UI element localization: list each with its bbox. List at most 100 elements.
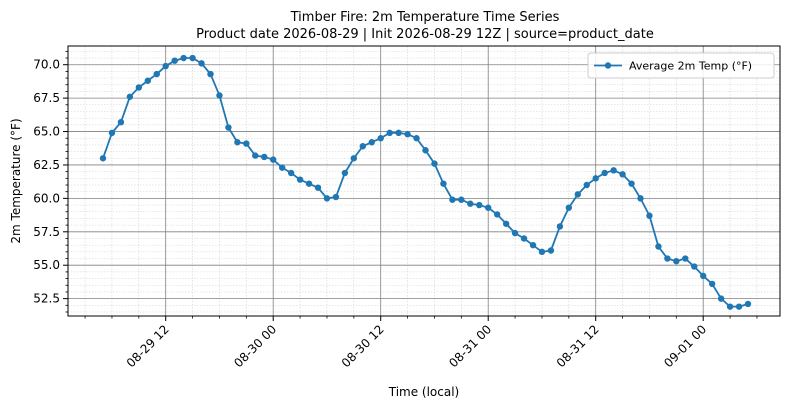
data-point xyxy=(296,176,304,183)
data-point xyxy=(538,248,546,256)
data-point xyxy=(592,175,599,182)
data-point xyxy=(485,204,492,211)
data-point xyxy=(467,200,474,207)
data-point xyxy=(350,155,358,162)
data-point xyxy=(440,180,447,187)
y-tick-label: 60.0 xyxy=(33,191,60,205)
data-point xyxy=(583,181,590,189)
data-point xyxy=(314,184,322,191)
data-point xyxy=(691,263,698,270)
data-point xyxy=(162,62,169,70)
y-tick-label: 55.0 xyxy=(33,258,60,272)
data-point xyxy=(744,300,752,308)
data-point xyxy=(278,164,286,171)
y-tick-label: 62.5 xyxy=(33,158,60,172)
data-point xyxy=(332,193,340,201)
data-point xyxy=(511,229,519,237)
y-tick-label: 52.5 xyxy=(33,292,60,306)
data-point xyxy=(520,235,528,242)
data-point xyxy=(735,303,743,310)
data-point xyxy=(726,303,734,310)
data-point xyxy=(180,54,187,62)
data-point xyxy=(556,223,564,230)
y-axis-label: 2m Temperature (°F) xyxy=(9,118,23,243)
data-point xyxy=(431,160,438,167)
x-tick-label: 09-01 00 xyxy=(661,322,709,370)
data-point xyxy=(565,204,573,211)
data-point xyxy=(377,135,384,142)
y-tick-label: 57.5 xyxy=(33,225,60,239)
data-point xyxy=(234,139,241,146)
data-point xyxy=(619,171,626,178)
data-point xyxy=(359,143,366,150)
data-point xyxy=(144,77,151,84)
chart-subtitle: Product date 2026-08-29 | Init 2026-08-2… xyxy=(196,27,654,42)
data-point xyxy=(655,243,662,250)
data-point xyxy=(368,139,375,146)
x-tick-label: 08-29 12 xyxy=(124,322,172,370)
data-point xyxy=(422,147,429,154)
legend-marker-swatch xyxy=(604,62,612,69)
data-point xyxy=(305,180,313,187)
legend-entry: Average 2m Temp (°F) xyxy=(629,60,752,73)
data-point xyxy=(108,129,116,137)
data-point xyxy=(99,155,107,162)
data-point xyxy=(601,169,608,177)
data-point xyxy=(153,70,160,78)
data-point xyxy=(664,255,671,262)
data-point xyxy=(287,169,295,177)
data-point xyxy=(547,247,555,254)
data-point xyxy=(413,135,420,142)
data-point xyxy=(323,195,331,202)
data-point xyxy=(682,255,689,262)
data-point xyxy=(493,211,501,218)
data-point xyxy=(404,131,411,138)
data-point xyxy=(252,152,259,159)
y-tick-label: 70.0 xyxy=(33,58,60,72)
data-point xyxy=(449,196,456,203)
series-line xyxy=(99,54,752,310)
data-point xyxy=(341,169,349,177)
major-grid xyxy=(68,46,780,316)
data-point xyxy=(628,180,635,187)
y-tick-label: 65.0 xyxy=(33,125,60,139)
x-tick-label: 08-30 00 xyxy=(231,322,279,370)
legend-box xyxy=(587,52,775,79)
data-point xyxy=(700,272,707,280)
data-point xyxy=(216,92,223,99)
data-point xyxy=(243,140,250,147)
data-point xyxy=(261,153,268,161)
data-point xyxy=(189,54,196,62)
data-point xyxy=(126,93,134,100)
data-point xyxy=(458,196,465,203)
x-tick-label: 08-31 12 xyxy=(554,322,602,370)
data-point xyxy=(171,57,178,64)
data-point xyxy=(225,124,232,131)
data-point xyxy=(529,241,537,249)
data-point xyxy=(708,280,716,288)
x-axis-label: Time (local) xyxy=(388,385,460,399)
data-point xyxy=(207,70,214,78)
x-tick-label: 08-30 12 xyxy=(339,322,387,370)
x-tick-label: 08-31 00 xyxy=(446,322,494,370)
series-line-path xyxy=(102,57,749,308)
data-point xyxy=(646,212,653,219)
data-point xyxy=(135,84,143,91)
legend: Average 2m Temp (°F) xyxy=(587,52,775,79)
data-point xyxy=(717,295,725,302)
data-point xyxy=(117,118,125,126)
plot-frame xyxy=(67,45,781,317)
data-point xyxy=(574,191,581,198)
y-tick-label: 67.5 xyxy=(33,91,60,105)
data-point xyxy=(476,201,483,209)
minor-grid xyxy=(68,46,780,316)
data-point xyxy=(637,195,644,202)
data-point xyxy=(198,60,205,67)
data-point xyxy=(502,220,510,227)
data-point xyxy=(395,129,402,137)
chart-title: Timber Fire: 2m Temperature Time Series xyxy=(290,10,560,25)
axis-ticks: 08-29 12 08-30 00 08-30 12 08-31 00 08-31 12… xyxy=(33,50,758,370)
data-point xyxy=(270,156,277,163)
data-point xyxy=(386,129,393,137)
